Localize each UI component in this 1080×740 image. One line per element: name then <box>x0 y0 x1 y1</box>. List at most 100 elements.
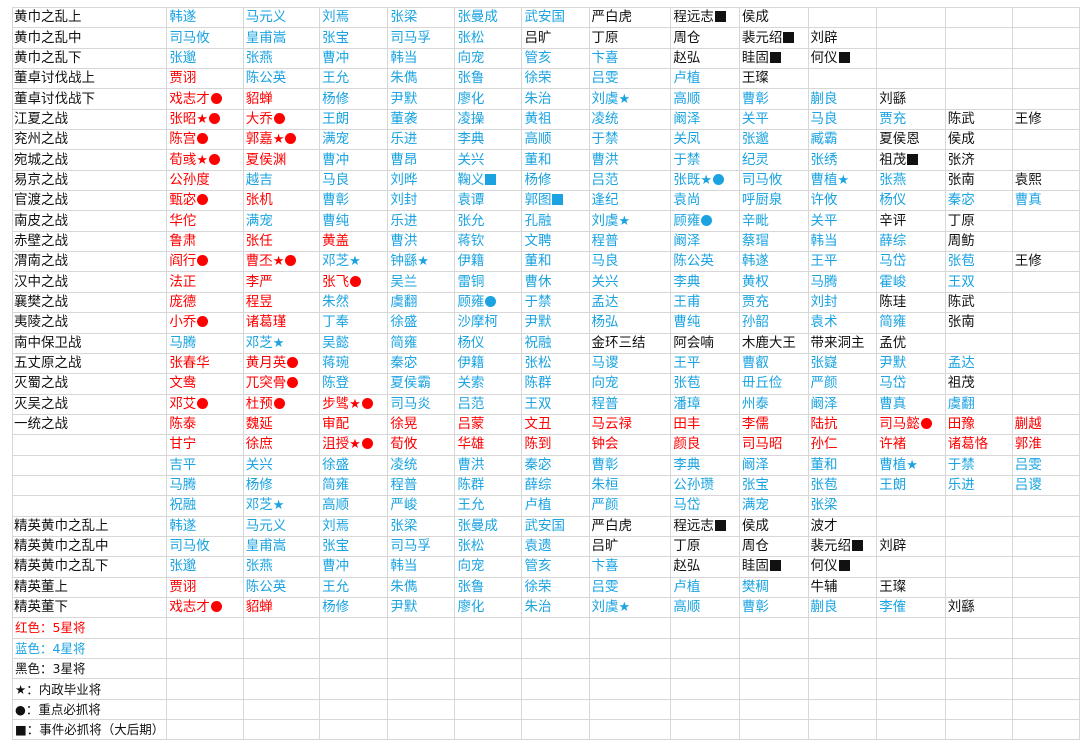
general-cell[interactable]: 乐进 <box>387 129 456 151</box>
general-cell[interactable]: 满宠 <box>319 129 389 151</box>
general-cell[interactable] <box>944 678 1013 700</box>
general-cell[interactable]: 祝融 <box>166 495 244 517</box>
general-cell[interactable] <box>1011 332 1080 354</box>
general-cell[interactable]: 曹洪 <box>588 149 672 171</box>
general-cell[interactable] <box>876 6 946 29</box>
general-cell[interactable]: 蒋钦 <box>454 230 523 253</box>
general-cell[interactable]: 曹洪 <box>387 230 456 253</box>
general-cell[interactable] <box>1011 556 1080 578</box>
general-cell[interactable]: 司马懿 <box>876 413 946 436</box>
general-cell[interactable]: 兀突骨 <box>242 373 321 395</box>
general-cell[interactable] <box>670 657 740 680</box>
battle-name-cell[interactable]: 渭南之战 <box>11 251 168 273</box>
general-cell[interactable] <box>166 637 244 660</box>
general-cell[interactable]: 钟繇★ <box>387 251 456 273</box>
general-cell[interactable]: 张燕 <box>242 556 321 578</box>
general-cell[interactable]: 李典 <box>670 454 740 476</box>
general-cell[interactable] <box>738 719 809 740</box>
general-cell[interactable] <box>454 617 523 639</box>
general-cell[interactable]: 魏延 <box>242 413 321 436</box>
general-cell[interactable]: 邓芝★ <box>242 495 321 517</box>
general-cell[interactable]: 秦宓 <box>387 352 456 375</box>
battle-name-cell[interactable]: 精英黄巾之乱上 <box>11 515 168 537</box>
general-cell[interactable]: 张松 <box>521 352 590 375</box>
battle-name-cell[interactable]: 官渡之战 <box>11 190 168 212</box>
general-cell[interactable] <box>1011 596 1080 619</box>
general-cell[interactable]: 张邈 <box>166 47 244 70</box>
general-cell[interactable]: 祖茂 <box>876 149 946 171</box>
battle-name-cell[interactable]: 夷陵之战 <box>11 312 168 334</box>
general-cell[interactable]: 张邈 <box>166 556 244 578</box>
general-cell[interactable] <box>944 698 1013 721</box>
general-cell[interactable] <box>1011 88 1080 110</box>
general-cell[interactable]: 韩当 <box>387 47 456 70</box>
general-cell[interactable]: 关平 <box>807 210 878 232</box>
general-cell[interactable]: 马云禄 <box>588 413 672 436</box>
general-cell[interactable]: 祝融 <box>521 332 590 354</box>
general-cell[interactable]: 刘虞★ <box>588 596 672 619</box>
general-cell[interactable]: 张飞 <box>319 271 389 293</box>
general-cell[interactable] <box>454 678 523 700</box>
general-cell[interactable]: 陈武 <box>944 108 1013 131</box>
general-cell[interactable]: 于禁 <box>944 454 1013 476</box>
general-cell[interactable]: 朱儁 <box>387 68 456 90</box>
general-cell[interactable]: 司马炎 <box>387 393 456 415</box>
general-cell[interactable]: 蒯良 <box>807 88 878 110</box>
general-cell[interactable]: 严颜 <box>807 373 878 395</box>
general-cell[interactable] <box>876 47 946 70</box>
general-cell[interactable]: 陆抗 <box>807 413 878 436</box>
general-cell[interactable] <box>1011 27 1080 49</box>
general-cell[interactable]: 吕旷 <box>588 535 672 558</box>
general-cell[interactable] <box>166 678 244 700</box>
general-cell[interactable]: 关平 <box>738 108 809 131</box>
general-cell[interactable]: 贾充 <box>738 291 809 314</box>
general-cell[interactable]: 刘晔 <box>387 169 456 192</box>
general-cell[interactable]: 钟会 <box>588 434 672 456</box>
general-cell[interactable] <box>944 88 1013 110</box>
general-cell[interactable]: 简雍 <box>319 474 389 497</box>
general-cell[interactable]: 文聘 <box>521 230 590 253</box>
general-cell[interactable] <box>738 678 809 700</box>
general-cell[interactable] <box>807 6 878 29</box>
general-cell[interactable]: 王甫 <box>670 291 740 314</box>
general-cell[interactable]: 张曼成 <box>454 515 523 537</box>
general-cell[interactable] <box>588 657 672 680</box>
general-cell[interactable]: 曹彰 <box>738 596 809 619</box>
general-cell[interactable]: 董和 <box>807 454 878 476</box>
general-cell[interactable]: 严颜 <box>588 495 672 517</box>
general-cell[interactable] <box>1011 719 1080 740</box>
general-cell[interactable] <box>521 698 590 721</box>
general-cell[interactable]: 夏侯霸 <box>387 373 456 395</box>
general-cell[interactable]: 陈公英 <box>670 251 740 273</box>
general-cell[interactable]: 黄祖 <box>521 108 590 131</box>
general-cell[interactable]: 马良 <box>807 108 878 131</box>
general-cell[interactable] <box>242 617 321 639</box>
battle-name-cell[interactable]: 灭吴之战 <box>11 393 168 415</box>
general-cell[interactable] <box>807 68 878 90</box>
general-cell[interactable]: 贾充 <box>876 108 946 131</box>
general-cell[interactable]: 沙摩柯 <box>454 312 523 334</box>
general-cell[interactable]: 黄月英 <box>242 352 321 375</box>
battle-name-cell[interactable]: 精英黄巾之乱中 <box>11 535 168 558</box>
general-cell[interactable]: 赵弘 <box>670 47 740 70</box>
general-cell[interactable] <box>387 678 456 700</box>
general-cell[interactable] <box>807 698 878 721</box>
battle-name-cell[interactable]: 汉中之战 <box>11 271 168 293</box>
general-cell[interactable]: 程普 <box>588 230 672 253</box>
general-cell[interactable]: 邓芝★ <box>319 251 389 273</box>
general-cell[interactable]: 王璨 <box>876 576 946 598</box>
general-cell[interactable]: 刘繇 <box>876 88 946 110</box>
general-cell[interactable]: 程远志 <box>670 6 740 29</box>
general-cell[interactable]: 袁术 <box>807 312 878 334</box>
general-cell[interactable] <box>521 678 590 700</box>
general-cell[interactable]: 卞喜 <box>588 556 672 578</box>
general-cell[interactable]: 程普 <box>387 474 456 497</box>
general-cell[interactable]: 朱然 <box>319 291 389 314</box>
general-cell[interactable]: 李傕 <box>876 596 946 619</box>
general-cell[interactable]: 刘封 <box>387 190 456 212</box>
general-cell[interactable]: 黄盖 <box>319 230 389 253</box>
general-cell[interactable]: 廖化 <box>454 88 523 110</box>
general-cell[interactable]: 尹默 <box>876 352 946 375</box>
general-cell[interactable] <box>1011 393 1080 415</box>
general-cell[interactable] <box>670 719 740 740</box>
